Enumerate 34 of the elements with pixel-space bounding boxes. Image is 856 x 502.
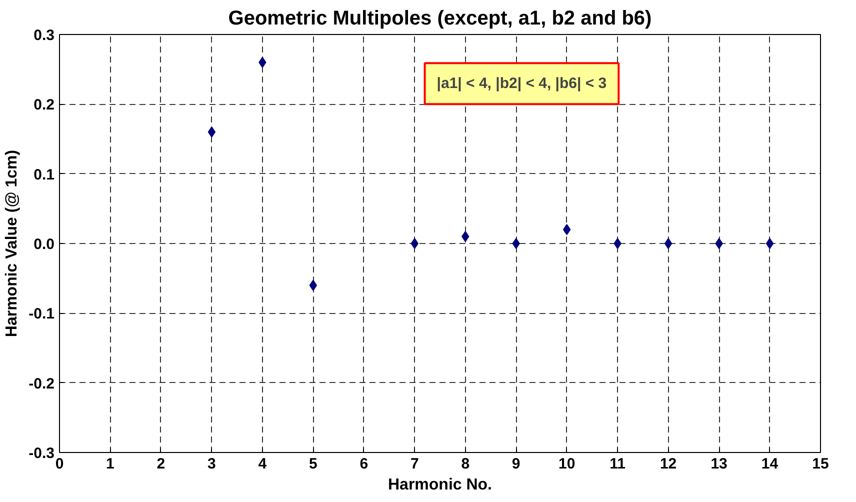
y-tick-label: -0.1 xyxy=(28,306,55,323)
point xyxy=(614,238,622,249)
x-tick-label: 10 xyxy=(558,456,576,472)
x-tick-label: 14 xyxy=(761,456,779,472)
y-tick-label: 0.3 xyxy=(34,27,55,44)
annotation: |a1| < 4, |b2| < 4, |b6| < 3 xyxy=(436,75,607,92)
x-tick-label: 3 xyxy=(208,456,216,472)
x-tick-label: 5 xyxy=(308,456,318,472)
x-tick-label: 1 xyxy=(106,456,114,472)
y-tick-label: -0.2 xyxy=(28,375,55,392)
y-tick-label: 0.1 xyxy=(34,166,55,184)
x-tick-label: 4 xyxy=(258,456,268,472)
x-tick-label: 15 xyxy=(812,456,829,472)
x-tick-label: 7 xyxy=(410,456,419,472)
x-tick-label: 8 xyxy=(461,456,470,472)
point xyxy=(664,238,672,249)
y-tick-label: 0.2 xyxy=(34,96,55,114)
chart-title: Geometric Multipoles (except, a1, b2 and b6) xyxy=(228,8,652,30)
x-tick-label: 12 xyxy=(660,456,677,472)
x-tick-label: 9 xyxy=(512,456,520,472)
y-axis-title: Harmonic Value (@ 1cm) xyxy=(4,150,21,338)
x-axis-title: Harmonic No. xyxy=(388,476,492,494)
x-tick-label: 6 xyxy=(360,456,368,472)
x-tick-label: 11 xyxy=(610,456,626,472)
point xyxy=(512,238,520,249)
y-tick-label: 0.0 xyxy=(34,236,55,253)
x-tick-label: 2 xyxy=(156,456,166,472)
x-tick-label: 0 xyxy=(55,456,64,472)
x-tick-label: 13 xyxy=(710,456,728,472)
point xyxy=(715,238,723,249)
point xyxy=(410,238,418,249)
y-tick-label: -0.3 xyxy=(28,445,55,462)
point xyxy=(766,238,774,249)
point xyxy=(208,126,216,138)
